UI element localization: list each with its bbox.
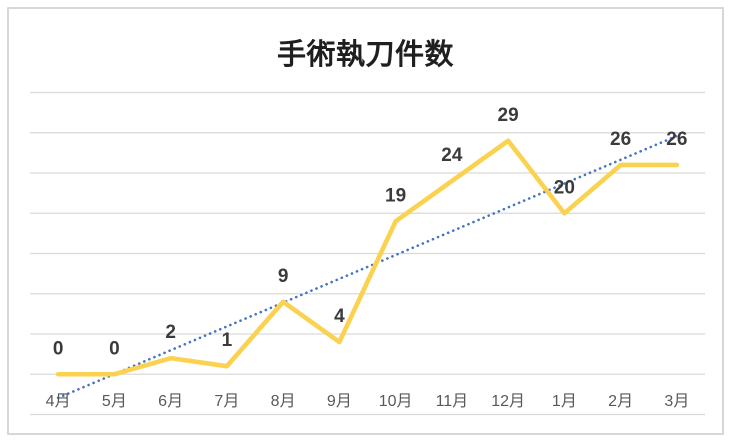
data-label: 0 [53, 338, 64, 359]
data-label: 2 [165, 322, 176, 343]
data-label: 29 [498, 105, 519, 126]
data-label: 4 [334, 306, 345, 327]
series-line-group [55, 138, 680, 377]
x-axis-label: 6月 [158, 393, 183, 410]
trendline-group [56, 134, 679, 400]
x-axis-labels-group: 4月 5月 6月 7月 8月 9月 10月 11月 12月 1月 2月 3月 [46, 393, 690, 410]
series-line [55, 138, 680, 377]
x-axis-label: 7月 [214, 393, 239, 410]
data-label: 20 [554, 177, 575, 198]
data-label: 24 [441, 145, 463, 166]
x-axis-label: 2月 [608, 393, 633, 410]
data-label: 26 [610, 129, 631, 150]
data-label: 0 [109, 338, 120, 359]
data-label: 1 [222, 330, 233, 351]
x-axis-label: 3月 [664, 393, 689, 410]
gridlines-group [30, 91, 705, 416]
x-axis-label: 10月 [379, 393, 413, 410]
x-axis-label: 4月 [46, 393, 71, 410]
data-label: 9 [278, 266, 289, 287]
trendline [56, 134, 679, 400]
x-axis-label: 8月 [271, 393, 296, 410]
data-label: 26 [666, 129, 687, 150]
data-label: 19 [385, 185, 406, 206]
x-axis-label: 12月 [491, 393, 525, 410]
x-axis-label: 1月 [552, 393, 577, 410]
x-axis-label: 9月 [327, 393, 352, 410]
x-axis-label: 11月 [436, 393, 469, 410]
chart-title: 手術執刀件数 [276, 39, 454, 71]
x-axis-label: 5月 [102, 393, 127, 410]
chart-frame: 手術執刀件数 [7, 7, 724, 435]
